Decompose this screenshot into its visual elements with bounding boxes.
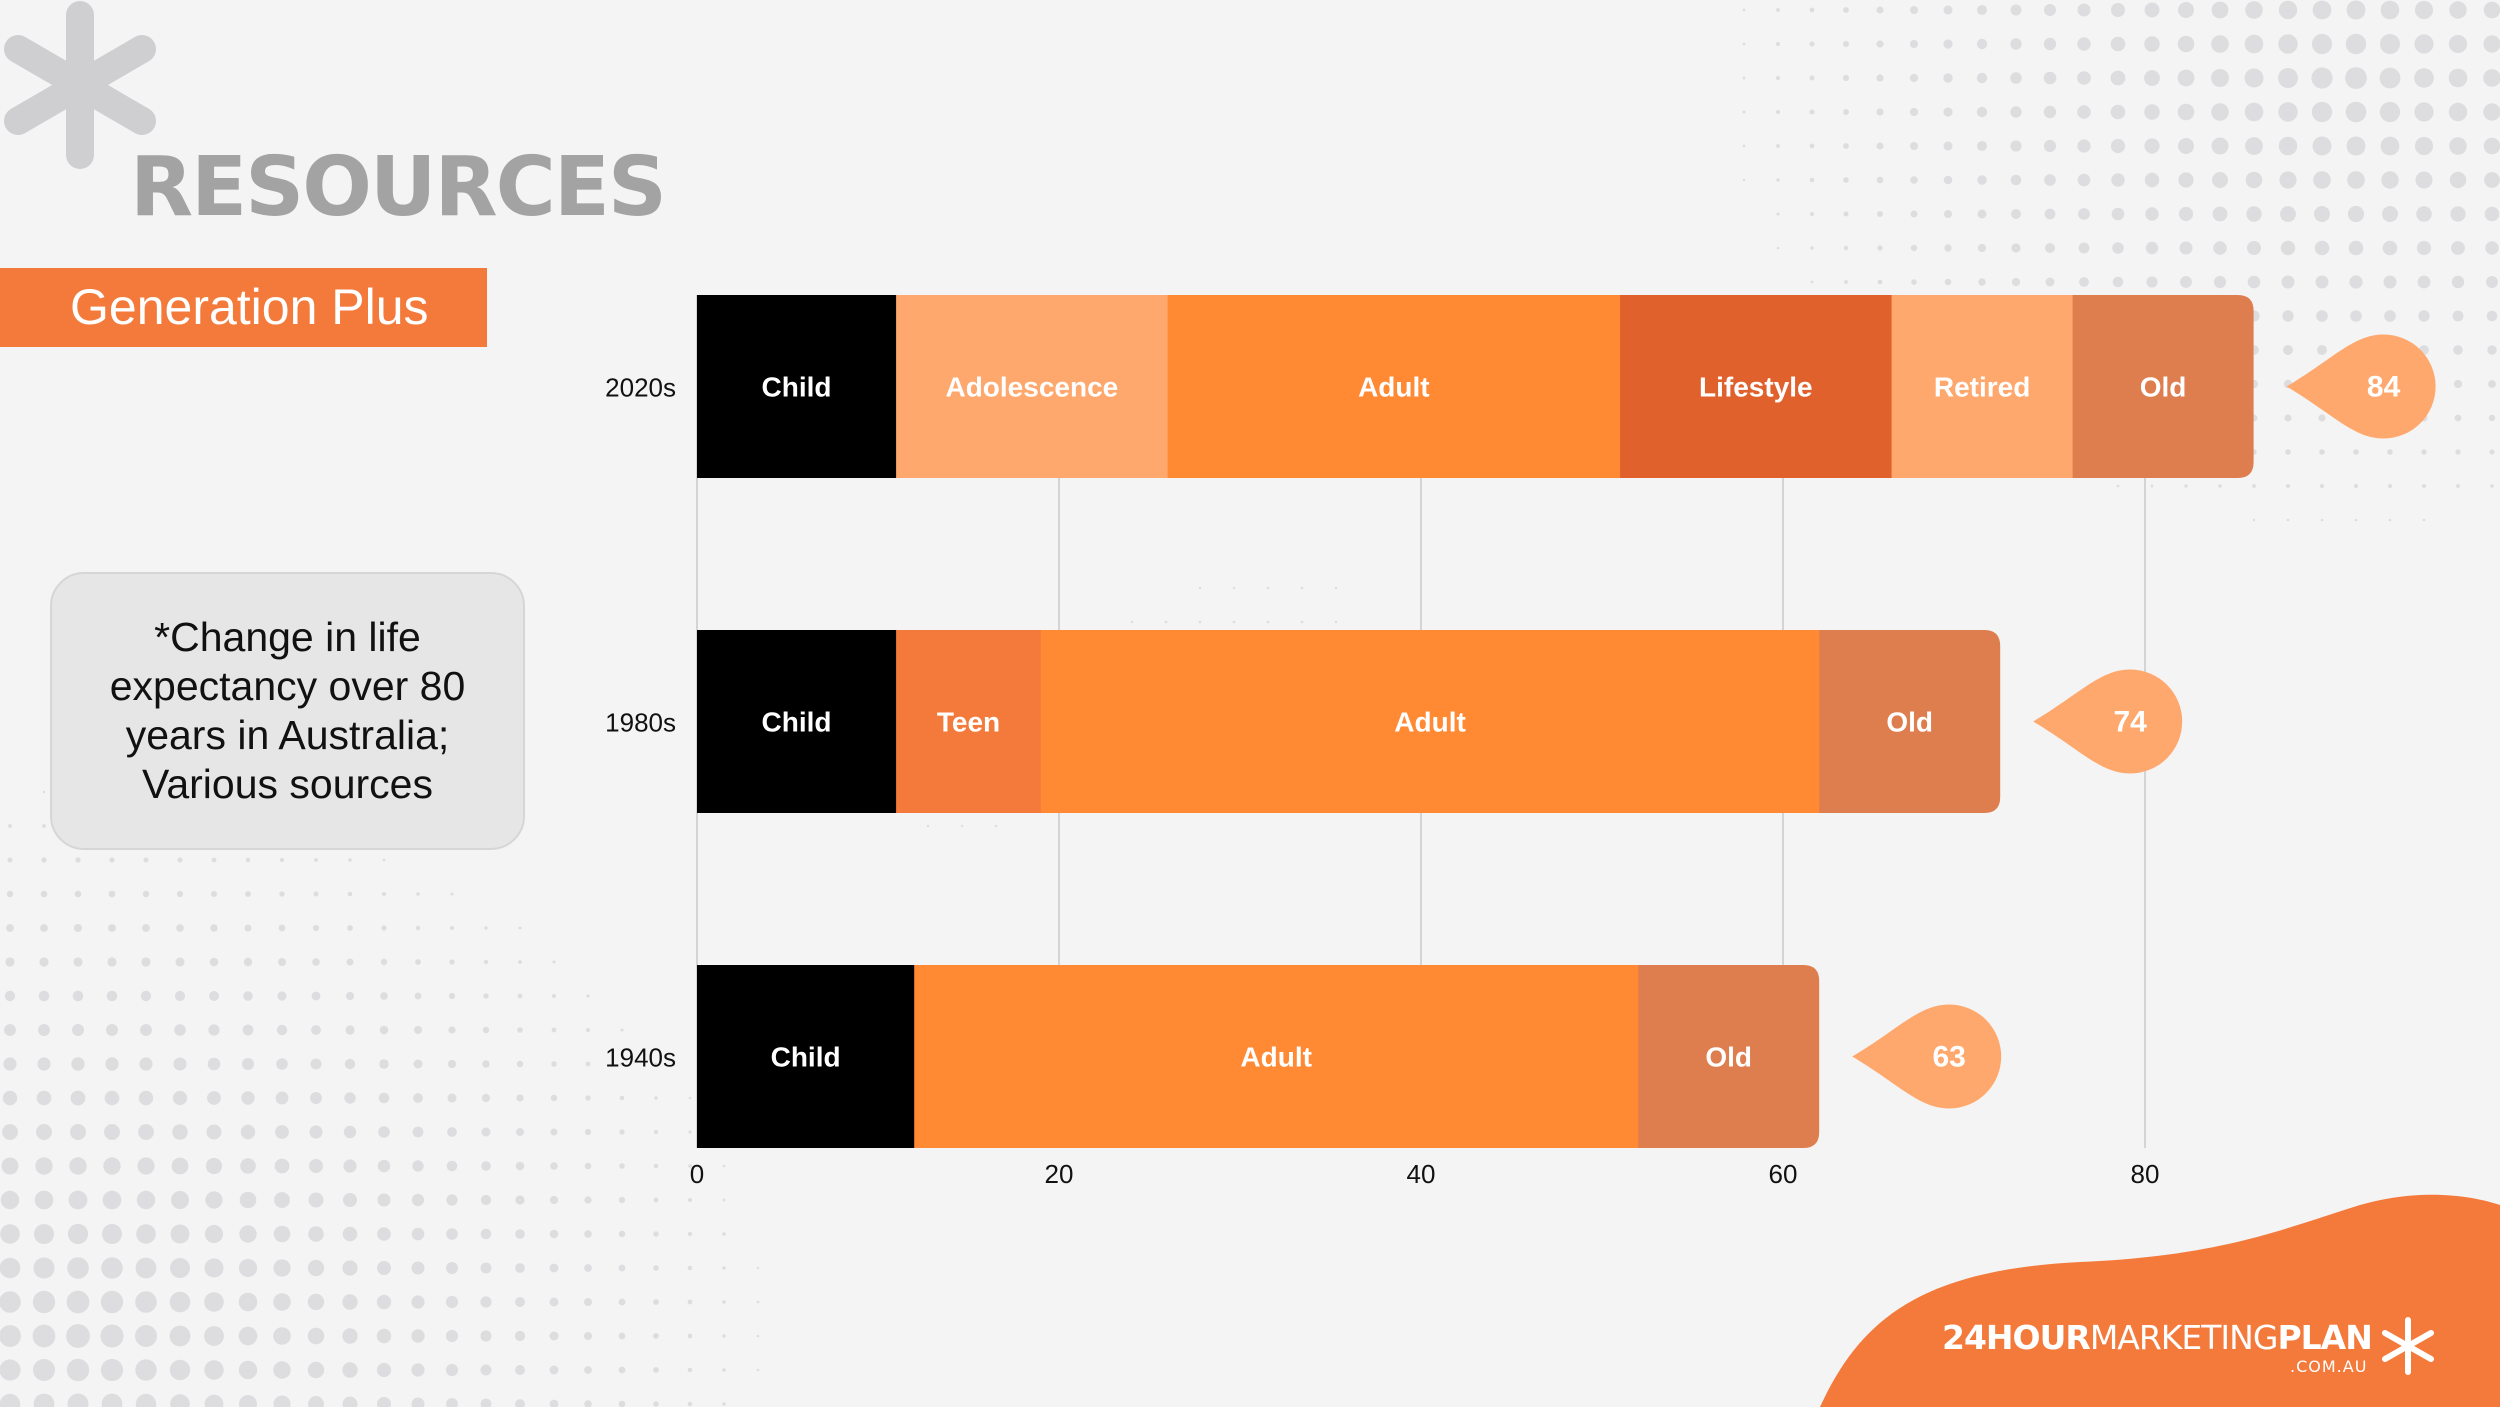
segment-label: Child (771, 1042, 841, 1073)
x-tick-label: 60 (1769, 1159, 1798, 1189)
category-label: 1980s (605, 708, 676, 738)
bar-segment (1167, 295, 1621, 478)
segment-label: Child (762, 372, 832, 403)
logo-regular-part: MARKETING (2089, 1318, 2279, 1357)
total-callout-label: 74 (2114, 706, 2148, 739)
bar-segment (1819, 630, 2001, 813)
x-tick-label: 20 (1045, 1159, 1074, 1189)
footer-wave (1820, 1194, 2500, 1407)
section-tag: Generation Plus (0, 268, 487, 347)
bar-segment (1040, 630, 1820, 813)
total-callout-label: 84 (2367, 371, 2401, 404)
bar-segment (697, 295, 897, 478)
bar-segment (1620, 295, 1893, 478)
logo-bold-part-2: PLAN (2277, 1318, 2372, 1357)
segment-label: Adult (1394, 707, 1466, 738)
brand-logo-text: 24HOURMARKETINGPLAN (1942, 1318, 2373, 1357)
segment-label: Old (1886, 707, 1933, 738)
logo-bold-part-1: 24HOUR (1942, 1318, 2091, 1357)
segment-label: Lifestyle (1699, 372, 1813, 403)
bar-segment (697, 630, 897, 813)
total-callout-marker (1852, 1004, 2002, 1109)
segment-label: Retired (1934, 372, 2030, 403)
total-callout-marker (2033, 669, 2183, 774)
x-tick-label: 80 (2131, 1159, 2160, 1189)
source-note: *Change in life expectancy over 80 years… (50, 572, 525, 850)
category-label: 1940s (605, 1043, 676, 1073)
corner-logo-mark (4, 1, 156, 169)
x-tick-label: 40 (1407, 1159, 1436, 1189)
brand-logo-icon (2382, 1317, 2434, 1375)
segment-label: Old (2140, 372, 2187, 403)
segment-label: Old (1705, 1042, 1752, 1073)
bar-segment (2072, 295, 2254, 478)
bar-segment (697, 965, 915, 1148)
brand-logo-subtext: .COM.AU (2290, 1357, 2368, 1376)
page-title: RESOURCES (130, 140, 667, 235)
total-callout-marker (2286, 334, 2436, 439)
segment-label: Adult (1240, 1042, 1312, 1073)
bar-segment (1638, 965, 1820, 1148)
segment-label: Child (762, 707, 832, 738)
segment-label: Adolescence (945, 372, 1118, 403)
bar-segment (1891, 295, 2074, 478)
segment-label: Adult (1358, 372, 1430, 403)
bar-segment (914, 965, 1639, 1148)
bar-segment (896, 630, 1042, 813)
segment-label: Teen (937, 707, 1000, 738)
category-label: 2020s (605, 373, 676, 403)
x-tick-label: 0 (690, 1159, 704, 1189)
total-callout-label: 63 (1933, 1041, 1966, 1074)
bar-segment (896, 295, 1169, 478)
